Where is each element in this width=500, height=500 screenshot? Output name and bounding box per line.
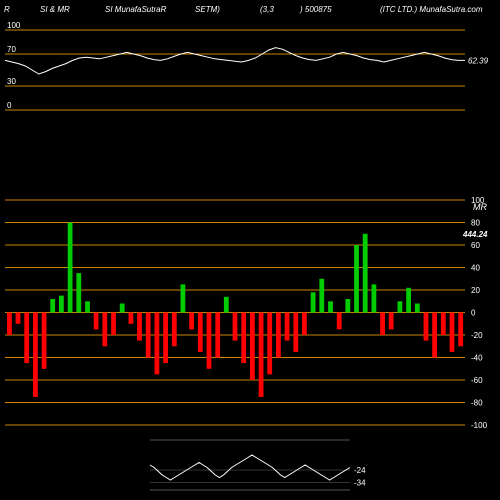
mr-bar	[94, 313, 99, 330]
mr-bar	[76, 273, 81, 312]
hdr-simr: SI & MR	[40, 5, 70, 14]
mr-bar	[319, 279, 324, 313]
mr-bar	[337, 313, 342, 330]
mr-bar	[380, 313, 385, 336]
mr-bar	[24, 313, 29, 364]
mr-bar	[372, 284, 377, 312]
mr-bar	[16, 313, 21, 324]
mr-bar	[163, 313, 168, 364]
p1-tick: 0	[7, 101, 12, 110]
hdr-sims: SI MunafaSutraR	[105, 5, 167, 14]
chart-svg: R SI & MR SI MunafaSutraR SETM) (3,3 ) 500875…	[0, 0, 500, 500]
mr-bar	[241, 313, 246, 364]
p3-tick: -34	[354, 479, 366, 488]
mr-bar	[172, 313, 177, 347]
mr-bar	[155, 313, 160, 375]
mr-bar	[432, 313, 437, 358]
p1-tick: 70	[7, 45, 16, 54]
mr-bar	[120, 304, 125, 313]
mr-bar	[354, 245, 359, 313]
mr-bar	[146, 313, 151, 358]
p3-tick: -24	[354, 466, 366, 475]
mr-bar	[111, 313, 116, 336]
hdr-code: ) 500875	[299, 5, 332, 14]
mr-bar	[285, 313, 290, 341]
mr-bar	[424, 313, 429, 341]
mr-bar	[276, 313, 281, 358]
hdr-right: (ITC LTD.) MunafaSutra.com	[380, 5, 483, 14]
p2-tick: -100	[471, 421, 488, 430]
mr-bar	[7, 313, 12, 336]
mr-bar	[398, 301, 403, 312]
mr-bar	[102, 313, 107, 347]
p2-tick: -20	[471, 331, 483, 340]
p2-tick: 60	[471, 241, 480, 250]
p2-tick: -60	[471, 376, 483, 385]
p2-tick: -80	[471, 399, 483, 408]
mr-bar	[311, 292, 316, 312]
mr-bar	[33, 313, 38, 397]
p2-tick: -40	[471, 354, 483, 363]
mr-bar	[207, 313, 212, 369]
hdr-r: R	[4, 5, 10, 14]
mr-bar	[137, 313, 142, 341]
p2-tick: 20	[471, 286, 480, 295]
mr-bar	[215, 313, 220, 358]
mr-bar	[441, 313, 446, 336]
mr-bar	[181, 284, 186, 312]
p1-tick: 100	[7, 21, 21, 30]
p2-tick: 0	[471, 309, 476, 318]
mr-bar	[450, 313, 455, 352]
mr-bar	[68, 223, 73, 313]
hdr-setm: SETM)	[195, 5, 220, 14]
mr-bar	[198, 313, 203, 352]
p1-tick: 30	[7, 77, 16, 86]
mr-bar	[189, 313, 194, 330]
p2-tick: 40	[471, 264, 480, 273]
mr-bar	[233, 313, 238, 341]
p1-value: 62.39	[468, 56, 489, 65]
mr-bar	[267, 313, 272, 375]
mr-bar	[363, 234, 368, 313]
mr-bar	[259, 313, 264, 397]
mr-bar	[85, 301, 90, 312]
mr-bar	[458, 313, 463, 347]
p2-value: 444.24	[462, 230, 488, 239]
p2-tick: 80	[471, 219, 480, 228]
mr-bar	[389, 313, 394, 330]
hdr-33: (3,3	[260, 5, 274, 14]
p2-tick: 100	[471, 196, 485, 205]
mr-bar	[406, 288, 411, 313]
mr-bar	[50, 299, 55, 313]
mr-bar	[345, 299, 350, 313]
mr-bar	[250, 313, 255, 381]
stock-chart: R SI & MR SI MunafaSutraR SETM) (3,3 ) 500875…	[0, 0, 500, 500]
mr-bar	[129, 313, 134, 324]
mr-bar	[293, 313, 298, 352]
mr-bar	[415, 304, 420, 313]
mr-bar	[328, 301, 333, 312]
mr-bar	[59, 296, 64, 313]
mr-bar	[42, 313, 47, 369]
mr-bar	[302, 313, 307, 336]
mr-bar	[224, 297, 229, 313]
